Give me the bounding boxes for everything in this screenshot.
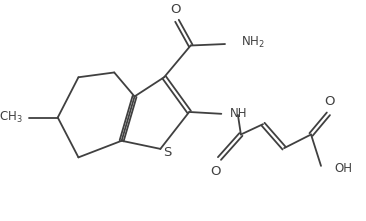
Text: O: O: [210, 165, 220, 178]
Text: CH$_3$: CH$_3$: [0, 110, 23, 125]
Text: O: O: [324, 95, 335, 108]
Text: O: O: [170, 3, 180, 16]
Text: OH: OH: [334, 162, 352, 175]
Text: S: S: [163, 146, 171, 159]
Text: NH: NH: [229, 107, 247, 120]
Text: NH$_2$: NH$_2$: [240, 35, 264, 50]
